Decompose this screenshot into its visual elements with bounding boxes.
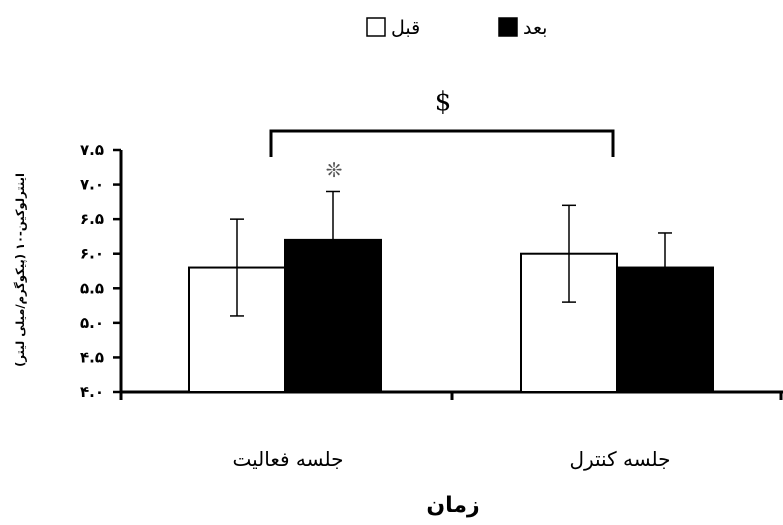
bar-after-activity <box>284 238 382 393</box>
category-label-control: جلسه کنترل <box>569 447 670 471</box>
significance-marker: ❊ <box>326 158 343 182</box>
y-tick-label: ۴.۵ <box>80 348 104 366</box>
error-bar <box>326 190 340 240</box>
y-tick-label: ۵.۰ <box>80 314 104 332</box>
y-tick-label: ۶.۰ <box>80 245 104 263</box>
y-axis-label: اینترلوکین-۱۰ (پیکوگرم/میلی لیتر) <box>13 173 28 367</box>
error-bar <box>562 204 576 303</box>
y-ticks: ۴.۰ ۴.۵ ۵.۰ ۵.۵ ۶.۰ ۶.۵ ۷.۰ ۷.۵ <box>80 141 121 401</box>
legend-label-before: قبل <box>391 17 420 39</box>
y-tick-label: ۷.۵ <box>80 141 104 159</box>
legend-label-after: بعد <box>523 17 547 39</box>
error-bar <box>658 232 672 268</box>
legend: بعد قبل <box>366 17 547 39</box>
error-bar <box>230 218 244 317</box>
legend-swatch-after <box>498 17 518 37</box>
legend-swatch-before <box>366 17 386 37</box>
x-axis-label: زمان <box>426 493 479 518</box>
y-tick-label: ۴.۰ <box>80 383 104 401</box>
y-tick-label: ۶.۵ <box>80 210 104 228</box>
significance-bracket <box>269 129 615 157</box>
bar-after-control <box>616 266 714 393</box>
bar-before-control <box>520 252 618 393</box>
error-bars <box>230 190 672 317</box>
y-tick-label: ۵.۵ <box>80 279 104 297</box>
bars <box>188 238 714 393</box>
category-label-activity: جلسه فعالیت <box>233 447 344 471</box>
y-tick-label: ۷.۰ <box>80 176 104 194</box>
bracket-symbol: $ <box>435 87 452 117</box>
